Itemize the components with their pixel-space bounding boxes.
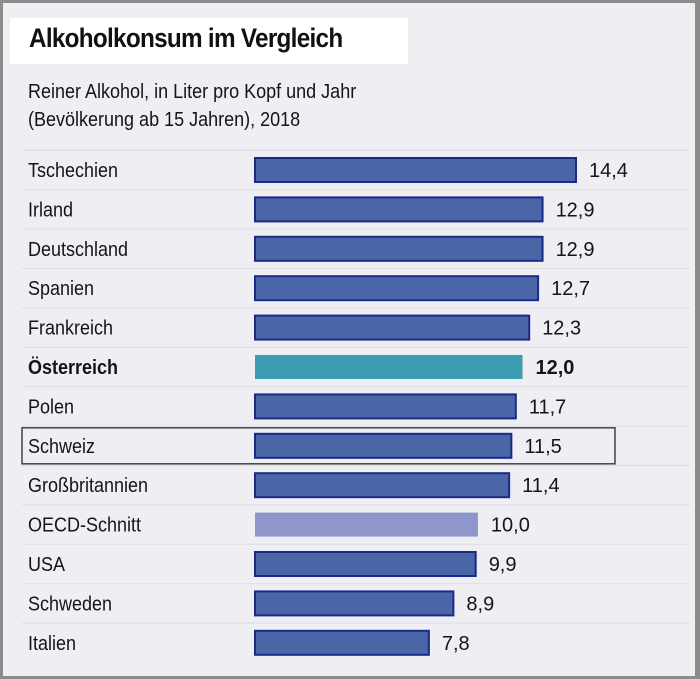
category-label: Großbritannien xyxy=(28,475,148,497)
value-label: 12,9 xyxy=(556,239,595,261)
category-label: OECD-Schnitt xyxy=(28,515,142,537)
bar-2 xyxy=(254,235,544,262)
category-label: Österreich xyxy=(28,357,118,379)
category-label: Irland xyxy=(28,200,73,222)
bar-0 xyxy=(254,157,577,183)
value-label: 8,9 xyxy=(466,593,494,615)
category-label: Schweiz xyxy=(28,436,95,458)
value-label: 7,8 xyxy=(442,633,470,655)
value-label: 11,4 xyxy=(522,475,559,497)
category-label: USA xyxy=(28,554,65,576)
bar-12 xyxy=(254,629,430,656)
category-label: Spanien xyxy=(28,278,94,300)
bar-4 xyxy=(254,314,531,341)
bar-7 xyxy=(254,432,513,459)
category-label: Tschechien xyxy=(28,160,118,182)
chart-subtitle-line-2: (Bevölkerung ab 15 Jahren), 2018 xyxy=(28,109,301,131)
highlight-box xyxy=(21,427,616,465)
bar-3 xyxy=(254,275,540,302)
chart-subtitle-line-1: Reiner Alkohol, in Liter pro Kopf und Ja… xyxy=(28,81,357,103)
chart-title: Alkoholkonsum im Vergleich xyxy=(29,23,343,53)
bar-11 xyxy=(254,590,455,617)
value-label: 12,9 xyxy=(556,199,595,221)
category-label: Italien xyxy=(28,633,76,655)
value-label: 12,0 xyxy=(536,357,575,379)
value-label: 9,9 xyxy=(489,554,517,576)
value-label: 12,7 xyxy=(551,278,590,300)
bar-10 xyxy=(254,551,477,577)
category-label: Polen xyxy=(28,397,74,419)
bar-1 xyxy=(254,196,544,223)
title-box: Alkoholkonsum im Vergleich xyxy=(10,18,408,64)
bar-9 xyxy=(255,512,478,537)
value-label: 12,3 xyxy=(542,318,581,340)
category-label: Schweden xyxy=(28,594,112,616)
category-label: Deutschland xyxy=(28,239,128,261)
category-label: Frankreich xyxy=(28,318,113,340)
value-label: 10,0 xyxy=(491,515,530,537)
value-label: 11,7 xyxy=(529,396,566,418)
bar-6 xyxy=(254,393,517,420)
value-label: 14,4 xyxy=(589,160,628,182)
value-label: 11,5 xyxy=(524,436,561,458)
bar-5 xyxy=(255,355,523,379)
bar-8 xyxy=(254,472,511,499)
